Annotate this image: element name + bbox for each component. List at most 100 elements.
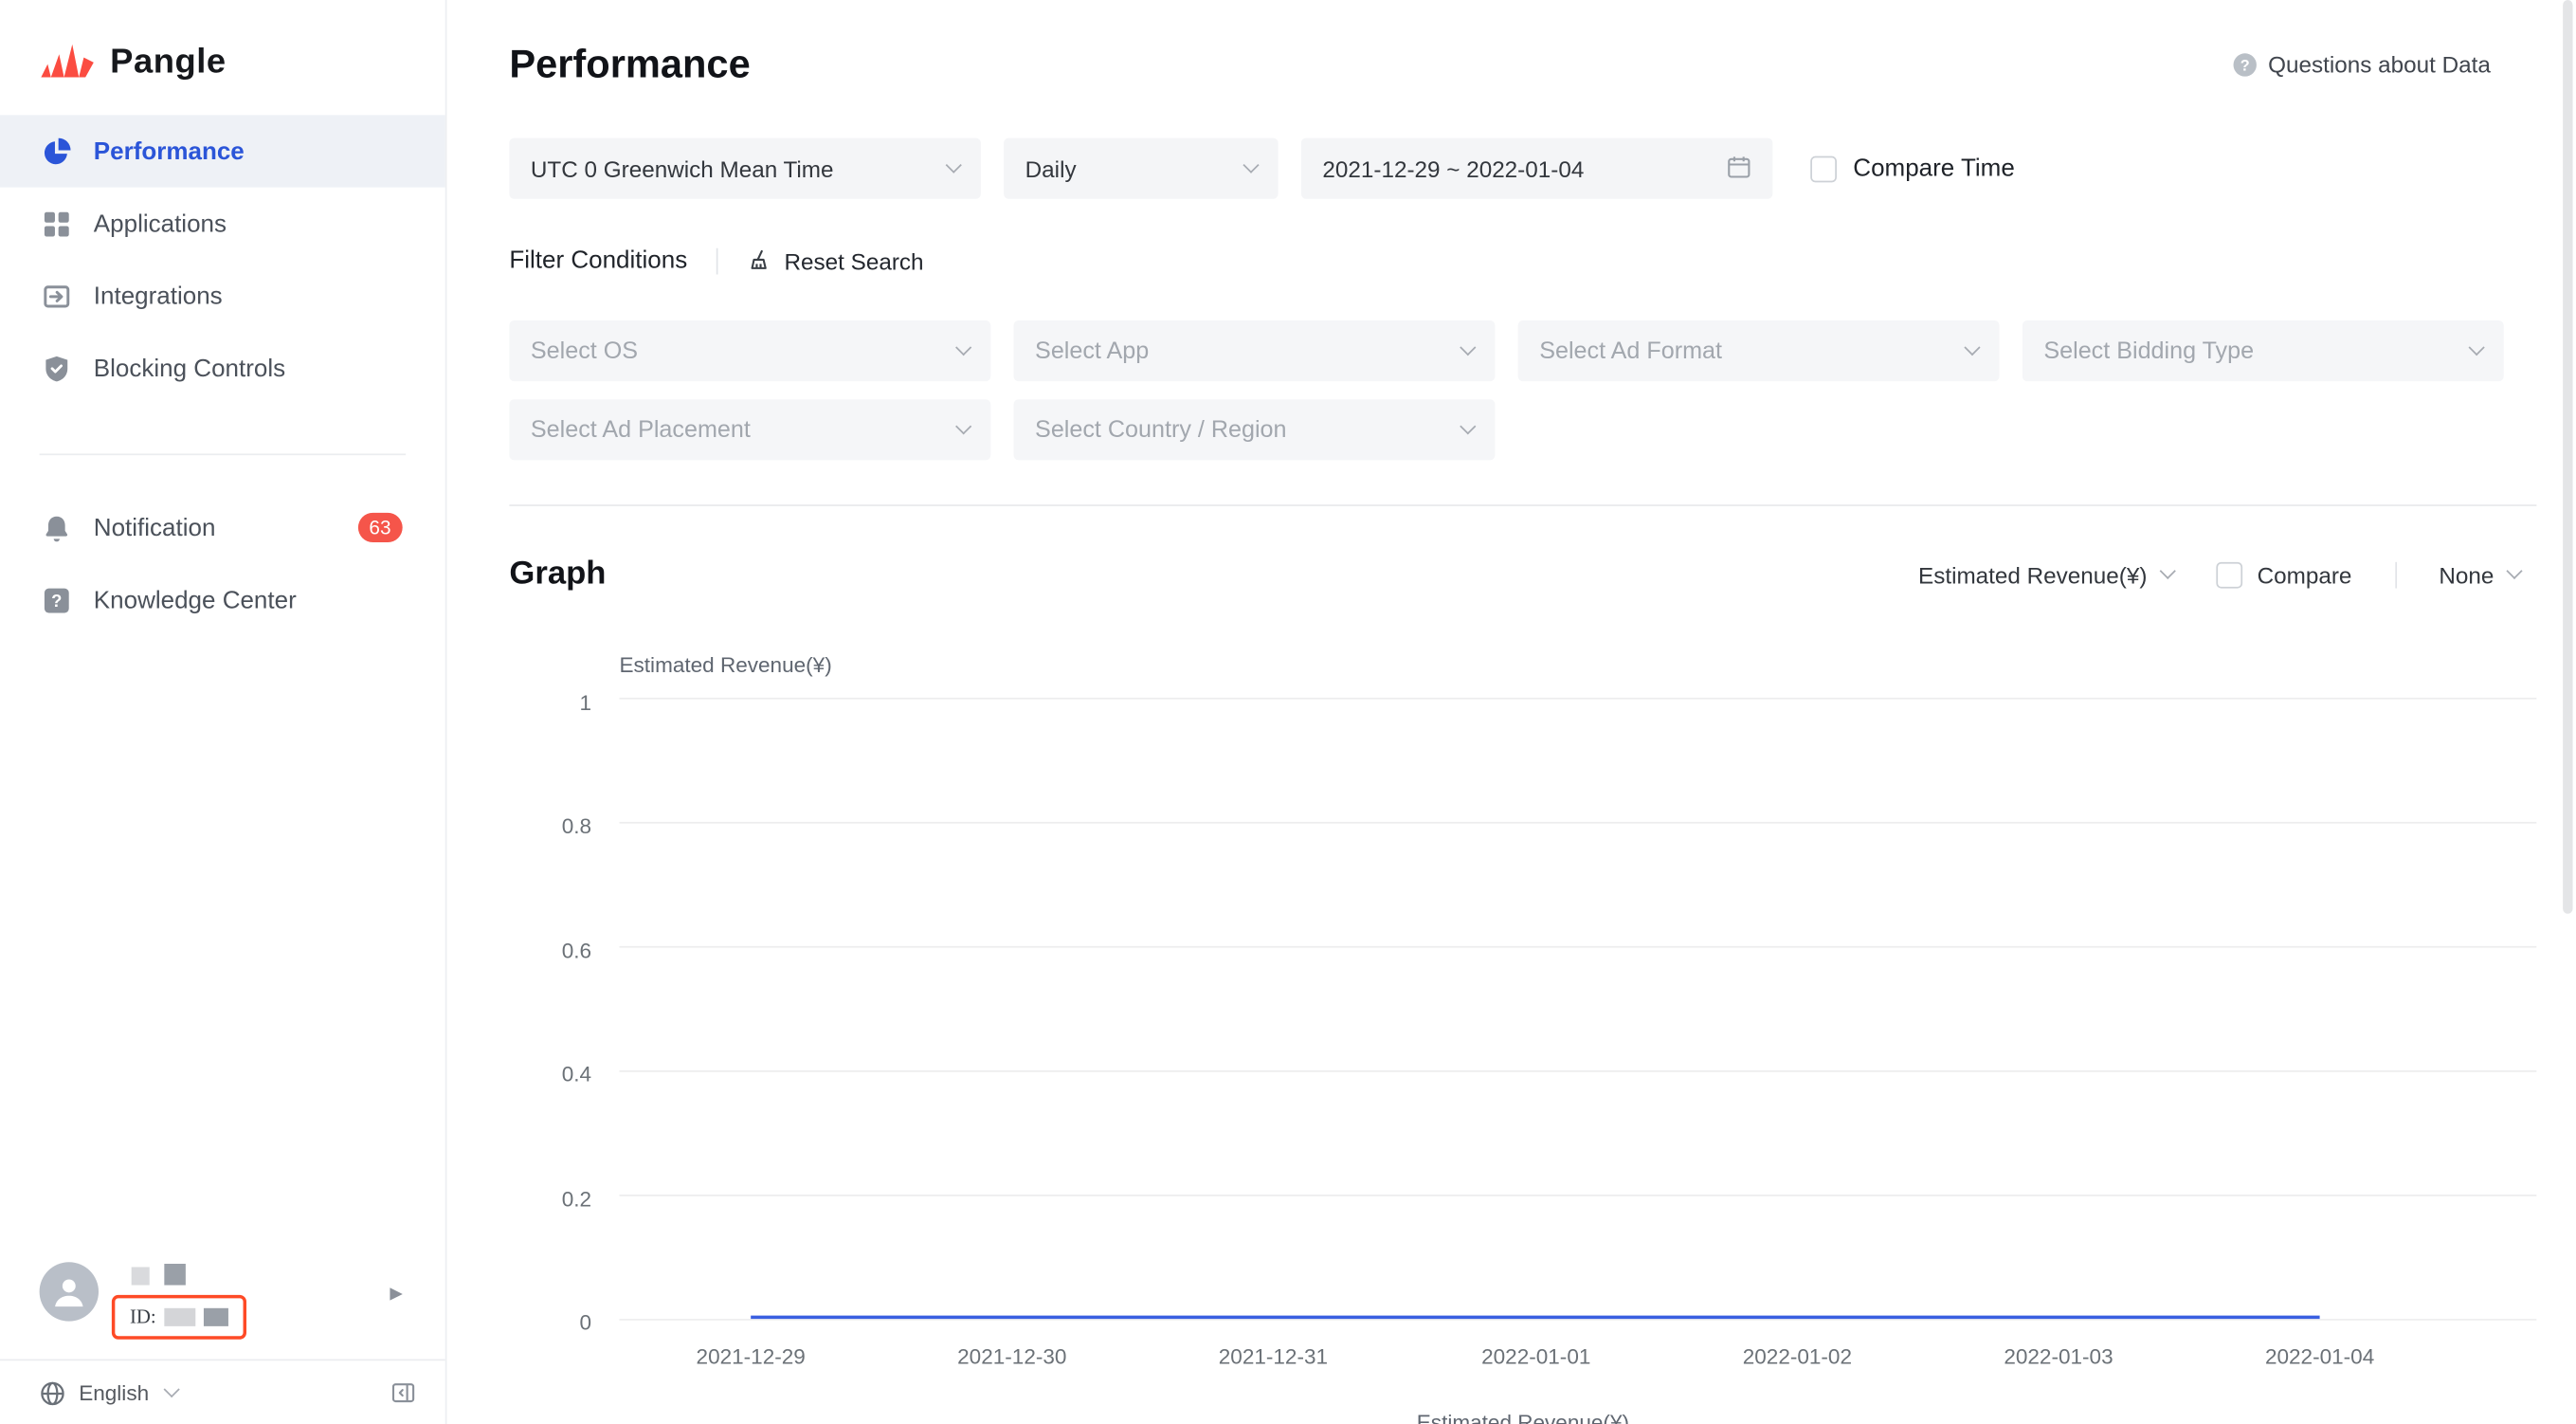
chevron-down-icon: [2159, 562, 2176, 579]
pie-chart-icon: [43, 137, 71, 165]
help-link-label: Questions about Data: [2268, 50, 2491, 78]
sidebar-item-notification[interactable]: Notification 63: [0, 491, 445, 563]
chevron-down-icon: [1460, 418, 1477, 435]
compare-time-label: Compare Time: [1853, 154, 2015, 183]
chart-legend[interactable]: Estimated Revenue(¥): [1416, 1410, 1629, 1424]
select-country-region[interactable]: Select Country / Region: [1013, 399, 1496, 461]
page-title: Performance: [509, 43, 751, 87]
granularity-select[interactable]: Daily: [1004, 137, 1279, 199]
user-id-prefix: ID:: [129, 1305, 156, 1328]
secondary-metric-value: None: [2439, 560, 2494, 588]
chevron-down-icon: [2506, 562, 2523, 579]
select-os[interactable]: Select OS: [509, 320, 991, 382]
reset-search-button[interactable]: Reset Search: [748, 246, 924, 274]
user-account-area[interactable]: ID: ▶: [0, 1262, 445, 1359]
x-tick: 2022-01-01: [1481, 1343, 1591, 1369]
sidebar-nav: Performance Applications Integrations Bl…: [0, 115, 445, 404]
select-bidding-type-placeholder: Select Bidding Type: [2043, 338, 2255, 364]
select-ad-format-placeholder: Select Ad Format: [1539, 338, 1723, 364]
sidebar-item-knowledge-center[interactable]: ? Knowledge Center: [0, 564, 445, 636]
filter-selects-row-1: Select OS Select App Select Ad Format Se…: [509, 320, 2504, 382]
graph-title: Graph: [509, 555, 607, 593]
select-app[interactable]: Select App: [1013, 320, 1496, 382]
sidebar: Pangle Performance Applications Integrat…: [0, 0, 447, 1424]
y-tick: 0.4: [561, 1061, 592, 1086]
vertical-divider: [717, 246, 719, 274]
pangle-logo-icon: [41, 44, 94, 78]
sidebar-item-label: Performance: [93, 137, 245, 166]
chart-plot-area[interactable]: [619, 694, 2537, 1325]
x-tick: 2021-12-30: [957, 1343, 1067, 1369]
timezone-value: UTC 0 Greenwich Mean Time: [530, 155, 834, 182]
brand-logo[interactable]: Pangle: [0, 0, 445, 92]
chevron-down-icon: [1964, 339, 1981, 356]
sidebar-item-blocking-controls[interactable]: Blocking Controls: [0, 332, 445, 404]
shield-icon: [43, 355, 70, 382]
metric-select[interactable]: Estimated Revenue(¥): [1918, 560, 2176, 588]
redacted-user-id: ID:: [111, 1294, 247, 1340]
compare-time-option: Compare Time: [1810, 155, 2015, 182]
y-tick: 0.2: [561, 1186, 592, 1212]
notification-badge: 63: [357, 512, 403, 543]
date-range-value: 2021-12-29 ~ 2022-01-04: [1322, 155, 1585, 182]
time-controls: UTC 0 Greenwich Mean Time Daily 2021-12-…: [509, 137, 2015, 199]
scrollbar-thumb[interactable]: [2563, 0, 2573, 914]
sidebar-item-performance[interactable]: Performance: [0, 115, 445, 188]
compare-time-checkbox[interactable]: [1810, 155, 1837, 182]
compare-label: Compare: [2257, 560, 2352, 588]
sidebar-divider: [39, 453, 407, 456]
calendar-icon: [1727, 154, 1751, 183]
compare-option: Compare: [2216, 560, 2352, 588]
y-tick: 1: [579, 690, 592, 716]
sidebar-nav-secondary: Notification 63 ? Knowledge Center: [0, 491, 445, 636]
metric-value: Estimated Revenue(¥): [1918, 560, 2148, 588]
account-expand-icon[interactable]: ▶: [390, 1285, 403, 1304]
question-square-icon: ?: [43, 586, 70, 613]
reset-search-label: Reset Search: [784, 246, 924, 274]
select-os-placeholder: Select OS: [530, 338, 639, 364]
select-ad-format[interactable]: Select Ad Format: [1517, 320, 2000, 382]
language-selector[interactable]: English: [79, 1380, 150, 1406]
avatar: [39, 1262, 100, 1322]
select-bidding-type[interactable]: Select Bidding Type: [2022, 320, 2504, 382]
help-circle-icon: ?: [2232, 52, 2257, 76]
globe-icon: [41, 1380, 64, 1405]
graph-header: Graph Estimated Revenue(¥) Compare None: [509, 555, 2523, 593]
revenue-chart: Estimated Revenue(¥) 1 0.8 0.6 0.4 0.2 0…: [509, 649, 2537, 1424]
y-tick: 0.8: [561, 813, 592, 839]
select-country-region-placeholder: Select Country / Region: [1035, 416, 1287, 444]
questions-about-data-link[interactable]: ? Questions about Data: [2232, 50, 2491, 78]
brand-name: Pangle: [110, 43, 227, 81]
select-ad-placement[interactable]: Select Ad Placement: [509, 399, 991, 461]
applications-icon: [43, 210, 70, 237]
sidebar-item-label: Blocking Controls: [93, 354, 286, 383]
sidebar-item-integrations[interactable]: Integrations: [0, 260, 445, 332]
x-tick: 2022-01-02: [1742, 1343, 1852, 1369]
sidebar-item-label: Notification: [93, 513, 216, 542]
date-range-picker[interactable]: 2021-12-29 ~ 2022-01-04: [1300, 137, 1773, 199]
svg-text:?: ?: [51, 590, 62, 610]
y-tick: 0: [579, 1309, 592, 1335]
redacted-username: [131, 1262, 246, 1286]
filter-conditions-row: Filter Conditions Reset Search: [509, 246, 923, 274]
y-tick: 0.6: [561, 938, 592, 963]
sidebar-item-label: Integrations: [93, 282, 223, 310]
chevron-down-icon: [1460, 339, 1477, 356]
vertical-divider: [2394, 560, 2397, 588]
sidebar-item-label: Applications: [93, 210, 227, 238]
chevron-down-icon: [1243, 156, 1260, 173]
sidebar-item-label: Knowledge Center: [93, 585, 297, 614]
chevron-down-icon: [162, 1381, 180, 1398]
chevron-down-icon: [2468, 339, 2485, 356]
select-ad-placement-placeholder: Select Ad Placement: [530, 416, 751, 444]
sidebar-item-applications[interactable]: Applications: [0, 188, 445, 260]
compare-checkbox[interactable]: [2216, 560, 2243, 588]
select-app-placeholder: Select App: [1035, 338, 1150, 364]
svg-text:?: ?: [2240, 56, 2249, 73]
integrations-icon: [43, 282, 70, 309]
timezone-select[interactable]: UTC 0 Greenwich Mean Time: [509, 137, 981, 199]
collapse-sidebar-icon[interactable]: [391, 1380, 416, 1405]
secondary-metric-select[interactable]: None: [2439, 560, 2523, 588]
filter-conditions-label: Filter Conditions: [509, 246, 688, 275]
